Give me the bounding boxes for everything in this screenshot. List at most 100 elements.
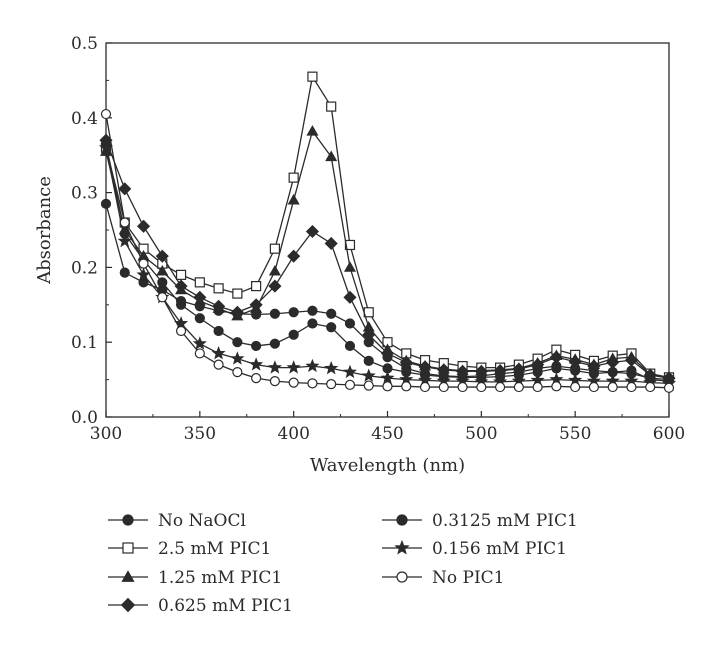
data-point — [342, 364, 358, 379]
data-point — [232, 288, 243, 299]
data-point — [156, 264, 169, 276]
data-point — [645, 381, 656, 393]
data-point — [119, 217, 130, 228]
data-point — [549, 350, 563, 364]
data-point — [326, 378, 337, 390]
legend-label: No NaOCl — [158, 511, 246, 531]
y-tick-label: 0.4 — [71, 109, 98, 129]
data-point — [269, 338, 280, 349]
data-point — [100, 198, 112, 209]
data-point — [326, 308, 337, 319]
data-point — [117, 233, 132, 248]
data-point — [326, 322, 337, 333]
data-point — [551, 363, 562, 374]
legend-marker — [122, 514, 134, 526]
data-point — [438, 381, 449, 393]
x-tick-label: 300 — [90, 424, 122, 444]
data-point — [495, 381, 506, 393]
data-point — [192, 336, 207, 350]
data-point — [175, 269, 187, 280]
data-point — [193, 290, 207, 304]
series-2-5-mm-pic1 — [100, 71, 675, 383]
data-point — [457, 381, 468, 393]
data-point — [361, 368, 376, 382]
legend-marker — [394, 539, 410, 555]
data-point — [288, 172, 299, 183]
data-point — [307, 318, 318, 329]
y-tick-label: 0.0 — [71, 408, 98, 428]
legend-marker — [120, 597, 136, 613]
data-point — [251, 340, 262, 352]
legend: No NaOCl 2.5 mM PIC1 1.25 mM PIC1 0.625 mM … — [108, 511, 578, 616]
data-point — [288, 377, 299, 388]
data-point — [363, 380, 374, 391]
data-point — [136, 219, 151, 233]
data-point — [324, 236, 338, 251]
data-point — [344, 340, 356, 352]
legend-marker — [121, 570, 135, 582]
data-point — [269, 308, 280, 319]
x-tick-label: 450 — [371, 424, 403, 444]
legend-label: 0.3125 mM PIC1 — [432, 511, 578, 531]
data-point — [249, 357, 264, 371]
data-point — [419, 381, 431, 393]
data-point — [343, 290, 357, 304]
data-point — [288, 329, 299, 340]
legend-item: 0.156 mM PIC1 — [382, 539, 567, 559]
data-point — [307, 305, 318, 316]
data-point — [211, 346, 226, 360]
legend-label: 1.25 mM PIC1 — [158, 568, 282, 588]
data-point — [286, 360, 301, 374]
data-point — [174, 279, 188, 293]
x-axis-ticks: 300 350 400 450 500 550 600 — [90, 411, 685, 444]
data-point — [344, 318, 356, 329]
data-point — [305, 224, 319, 239]
legend-label: 0.625 mM PIC1 — [158, 596, 293, 616]
data-point — [307, 378, 318, 389]
data-point — [155, 249, 169, 263]
data-point — [380, 346, 395, 360]
data-point — [213, 359, 224, 370]
data-point — [362, 328, 376, 342]
data-point — [194, 313, 205, 324]
data-point — [382, 381, 393, 392]
y-axis-label: Absorbance — [34, 176, 55, 285]
data-point — [269, 375, 280, 387]
x-axis-label: Wavelength (nm) — [310, 455, 465, 476]
y-tick-label: 0.1 — [71, 333, 98, 353]
data-point — [307, 71, 318, 82]
data-point — [194, 348, 205, 359]
legend-marker — [396, 571, 408, 583]
data-point — [269, 243, 280, 254]
data-point — [551, 381, 562, 392]
legend-item: 0.625 mM PIC1 — [108, 596, 293, 616]
data-point — [118, 182, 132, 196]
data-point — [588, 381, 600, 393]
data-point — [326, 101, 337, 112]
y-tick-label: 0.2 — [71, 258, 98, 278]
data-point — [100, 108, 112, 120]
legend-label: No PIC1 — [432, 568, 505, 588]
legend-marker — [122, 542, 134, 554]
x-tick-label: 500 — [465, 424, 497, 444]
data-point — [324, 360, 339, 375]
legend-item: No PIC1 — [382, 568, 505, 588]
data-point — [306, 125, 319, 136]
legend-marker — [396, 514, 408, 526]
data-point — [401, 381, 412, 392]
data-point — [476, 381, 487, 393]
legend-item: 1.25 mM PIC1 — [108, 568, 282, 588]
series-0-3125-mm-pic1 — [100, 138, 675, 387]
data-point — [268, 264, 281, 276]
data-point — [232, 337, 243, 348]
data-point — [138, 258, 149, 269]
legend-label: 0.156 mM PIC1 — [432, 539, 567, 559]
data-point — [513, 381, 524, 393]
data-point — [380, 370, 395, 385]
y-axis-ticks: 0.0 0.1 0.2 0.3 0.4 0.5 — [71, 34, 112, 428]
x-tick-label: 600 — [653, 424, 685, 444]
legend-label: 2.5 mM PIC1 — [158, 539, 271, 559]
data-point — [267, 360, 282, 374]
data-point — [325, 150, 338, 162]
